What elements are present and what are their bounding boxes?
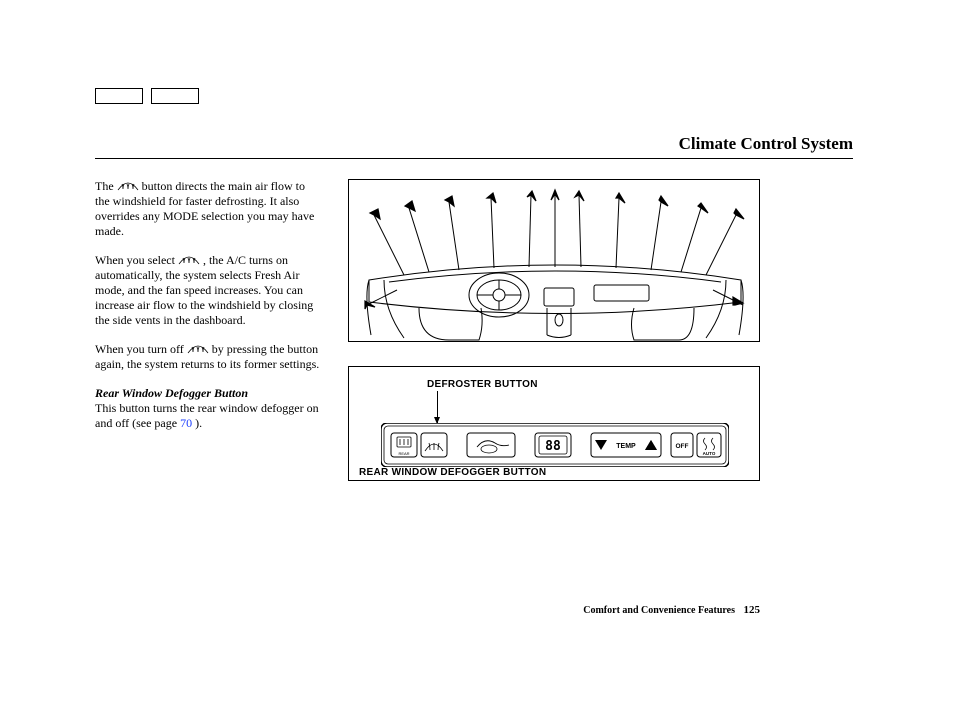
paragraph: When you select , the A/C turns on autom… <box>95 253 320 328</box>
text: When you select <box>95 253 178 267</box>
defrost-icon <box>117 180 139 191</box>
section-name: Comfort and Convenience Features <box>583 605 735 616</box>
page-footer: Comfort and Convenience Features 125 <box>583 604 760 616</box>
content-columns: The button directs the main air flow to … <box>95 179 853 481</box>
dashboard-airflow-figure <box>348 179 760 342</box>
temperature-display: 88 <box>535 433 571 457</box>
recirculation-button[interactable] <box>467 433 515 457</box>
svg-text:AUTO: AUTO <box>703 451 716 456</box>
top-placeholder-boxes <box>95 88 853 104</box>
figure-column: DEFROSTER BUTTON REAR WINDOW DEFOGGER BU… <box>348 179 760 481</box>
climate-control-panel: REAR <box>381 423 729 467</box>
paragraph: When you turn off by pressing the button… <box>95 342 320 372</box>
subheading: Rear Window Defogger Button <box>95 386 320 401</box>
text: This button turns the rear window defogg… <box>95 401 319 430</box>
defrost-icon <box>178 254 200 265</box>
svg-text:OFF: OFF <box>676 443 689 450</box>
page-reference-link[interactable]: 70 <box>180 416 192 430</box>
callout-arrow <box>437 391 438 423</box>
text: The <box>95 179 117 193</box>
defroster-button-label: DEFROSTER BUTTON <box>427 379 538 390</box>
page-number: 125 <box>744 604 761 616</box>
paragraph: Rear Window Defogger Button This button … <box>95 386 320 431</box>
rear-defogger-button[interactable]: REAR <box>391 433 417 457</box>
paragraph: The button directs the main air flow to … <box>95 179 320 239</box>
off-button[interactable]: OFF <box>671 433 693 457</box>
text: When you turn off <box>95 342 187 356</box>
svg-text:REAR: REAR <box>398 451 409 456</box>
temp-control-group: TEMP <box>591 433 661 457</box>
placeholder-box <box>151 88 199 104</box>
svg-text:88: 88 <box>545 439 561 454</box>
control-panel-figure: DEFROSTER BUTTON REAR WINDOW DEFOGGER BU… <box>348 366 760 481</box>
manual-page: Climate Control System The button direct… <box>95 88 853 481</box>
placeholder-box <box>95 88 143 104</box>
auto-button[interactable]: AUTO <box>697 433 721 457</box>
body-text-column: The button directs the main air flow to … <box>95 179 320 481</box>
svg-text:TEMP: TEMP <box>616 443 636 450</box>
defrost-icon <box>187 343 209 354</box>
page-title: Climate Control System <box>95 134 853 159</box>
defroster-button[interactable] <box>421 433 447 457</box>
rear-defogger-button-label: REAR WINDOW DEFOGGER BUTTON <box>359 467 546 478</box>
text: ). <box>192 416 202 430</box>
